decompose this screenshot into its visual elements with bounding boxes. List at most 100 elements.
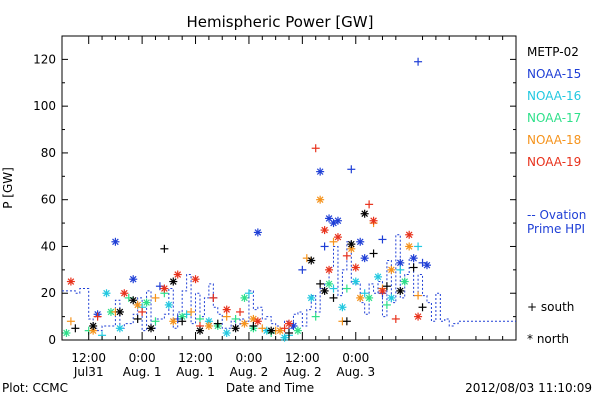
marker-stroke: [241, 294, 248, 302]
marker-stroke: [388, 266, 395, 274]
north-marker-noaa-18: [356, 293, 365, 302]
north-marker-noaa-19: [191, 275, 200, 284]
north-marker-metp-02: [147, 324, 156, 333]
south-marker-noaa-17: [311, 312, 320, 321]
y-tick-label: 100: [33, 99, 56, 113]
north-marker-metp-02: [231, 324, 240, 333]
south-marker-noaa-15: [320, 242, 329, 251]
x-tick-label-time: 0:00: [342, 351, 369, 365]
marker-stroke: [267, 327, 275, 334]
marker-stroke: [405, 231, 413, 239]
north-marker-noaa-15: [253, 228, 262, 237]
north-marker-metp-02: [267, 326, 276, 335]
marker-stroke: [370, 217, 377, 225]
chart-title: Hemispheric Power [GW]: [187, 13, 374, 31]
south-marker-noaa-19: [342, 251, 351, 260]
marker-stroke: [316, 196, 324, 203]
south-marker-metp-02: [213, 319, 222, 328]
x-tick-label-date: Aug. 1: [176, 365, 215, 379]
north-marker-noaa-18: [169, 317, 178, 326]
marker-stroke: [290, 322, 297, 330]
marker-stroke: [143, 299, 150, 306]
north-marker-noaa-17: [293, 326, 302, 335]
marker-stroke: [321, 226, 328, 234]
marker-stroke: [107, 308, 115, 316]
marker-stroke: [348, 240, 355, 248]
north-marker-metp-02: [195, 326, 204, 335]
north-marker-noaa-15: [422, 261, 431, 270]
south-marker-noaa-18: [222, 312, 231, 321]
south-marker-metp-02: [285, 328, 293, 337]
marker-stroke: [414, 313, 422, 320]
x-tick-label-time: 12:00: [285, 351, 320, 365]
legend-marker-south: + south: [527, 300, 574, 314]
marker-stroke: [405, 243, 413, 250]
legend-entry-noaa-15: NOAA-15: [527, 67, 581, 81]
marker-stroke: [169, 278, 177, 285]
marker-stroke: [316, 168, 324, 175]
north-marker-noaa-18: [204, 321, 213, 330]
legend-entry-noaa-19: NOAA-19: [527, 155, 581, 169]
marker-stroke: [352, 278, 360, 285]
north-marker-noaa-16: [102, 289, 111, 298]
marker-stroke: [192, 275, 199, 283]
marker-stroke: [196, 327, 204, 334]
marker-stroke: [89, 322, 97, 330]
south-marker-noaa-16: [244, 289, 253, 298]
south-marker-noaa-19: [209, 293, 218, 302]
legend-ovation-line1: -- Ovation: [527, 208, 586, 222]
marker-stroke: [396, 259, 404, 267]
north-marker-noaa-15: [396, 258, 405, 267]
north-marker-noaa-19: [414, 312, 423, 321]
marker-stroke: [365, 294, 373, 302]
marker-stroke: [396, 287, 404, 295]
north-marker-noaa-19: [160, 284, 169, 293]
south-marker-noaa-18: [187, 307, 196, 316]
marker-stroke: [174, 271, 182, 278]
marker-stroke: [325, 266, 333, 274]
y-tick-label: 80: [41, 146, 56, 160]
y-tick-label: 60: [41, 193, 56, 207]
marker-stroke: [254, 317, 262, 325]
south-marker-noaa-18: [66, 317, 75, 326]
marker-stroke: [339, 303, 346, 311]
marker-stroke: [352, 264, 360, 271]
marker-stroke: [129, 296, 137, 304]
north-marker-noaa-16: [164, 300, 173, 309]
south-marker-noaa-17: [231, 314, 240, 323]
y-tick-label: 20: [41, 286, 56, 300]
plot-credit: Plot: CCMC: [2, 381, 68, 395]
marker-stroke: [165, 301, 173, 309]
legend: METP-02 NOAA-15 NOAA-16 NOAA-17 NOAA-18 NOAA-…: [527, 45, 586, 346]
south-marker-noaa-16: [414, 242, 423, 251]
plot-area-frame: [61, 35, 517, 341]
north-marker-noaa-19: [325, 265, 334, 274]
marker-stroke: [147, 325, 155, 332]
marker-stroke: [254, 229, 262, 236]
marker-stroke: [325, 215, 333, 222]
x-tick-label-date: Aug. 1: [123, 365, 162, 379]
marker-stroke: [205, 322, 213, 330]
south-marker-noaa-19: [280, 324, 289, 333]
north-marker-metp-02: [347, 240, 356, 249]
marker-stroke: [103, 289, 110, 297]
marker-stroke: [334, 233, 342, 241]
south-marker-noaa-16: [329, 284, 338, 293]
south-marker-noaa-15: [378, 235, 387, 244]
south-marker-metp-02: [133, 314, 142, 323]
marker-stroke: [112, 238, 119, 246]
south-marker-noaa-17: [195, 314, 204, 323]
north-marker-noaa-19: [285, 319, 293, 328]
marker-stroke: [121, 289, 128, 297]
south-marker-noaa-17: [342, 284, 351, 293]
north-marker-noaa-16: [374, 272, 383, 281]
north-marker-metp-02: [360, 209, 369, 218]
south-marker-metp-02: [329, 293, 338, 302]
north-marker-noaa-17: [240, 293, 249, 302]
south-marker-noaa-19: [365, 200, 374, 209]
north-marker-noaa-15: [409, 254, 418, 263]
y-axis-label: P [GW]: [1, 167, 15, 209]
south-marker-metp-02: [369, 249, 378, 258]
marker-stroke: [250, 315, 257, 323]
